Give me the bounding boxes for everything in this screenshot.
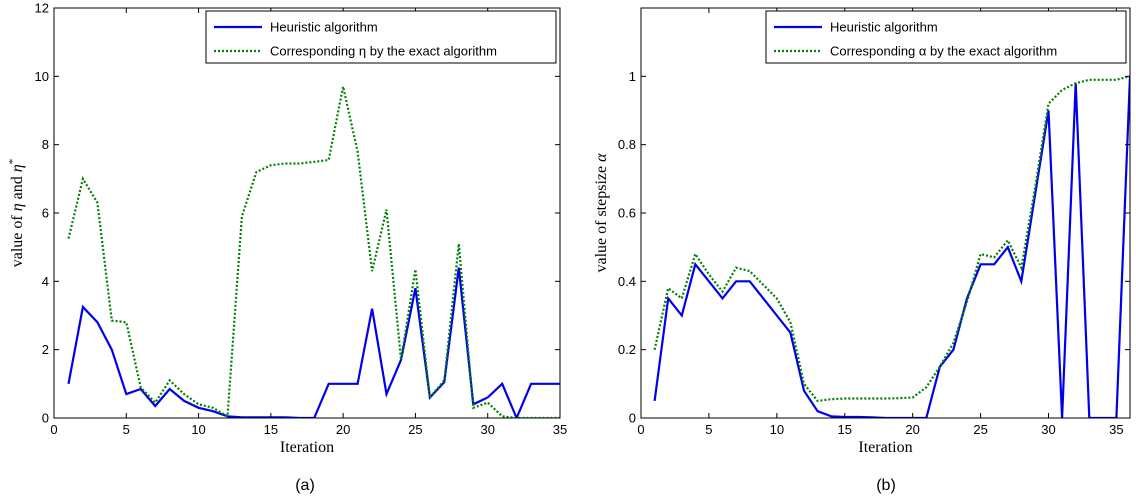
y-axis-label-sym1: η (9, 203, 26, 211)
plot-frame (53, 7, 561, 419)
legend: Heuristic algorithm Corresponding α by th… (765, 10, 1127, 64)
y-tick-label: 6 (42, 206, 49, 221)
x-tick-label: 10 (770, 422, 784, 437)
x-tick-label: 15 (264, 422, 278, 437)
y-axis-label-prefix: value of (9, 211, 26, 267)
y-tick-label: 0 (42, 411, 49, 426)
y-tick-label: 0.8 (618, 137, 636, 152)
x-tick-label: 25 (408, 422, 422, 437)
y-tick-label: 0.6 (618, 206, 636, 221)
x-tick-label: 30 (1041, 422, 1055, 437)
y-tick-label: 2 (42, 342, 49, 357)
x-tick-label: 30 (480, 422, 494, 437)
chart-b: 0 5 10 15 20 25 30 35 0 0.2 0.4 0.6 0.8 1 Iteration val… (593, 7, 1131, 494)
y-axis-label: value of stepsize α (593, 153, 610, 273)
y-tick-label: 12 (35, 1, 49, 16)
x-tick-label: 35 (553, 422, 567, 437)
y-axis-label-sym2: η (9, 164, 26, 172)
y-tick-label: 0.2 (618, 342, 636, 357)
series-line-heuristic (653, 76, 1130, 418)
y-tick-label: 0 (629, 411, 636, 426)
legend-entry: Corresponding α by the exact algorithm (830, 44, 1057, 59)
x-tick-label: 20 (905, 422, 919, 437)
panel-label: (b) (876, 477, 896, 494)
x-tick-label: 0 (637, 422, 644, 437)
y-axis-label-sym1: α (593, 153, 610, 162)
x-tick-label: 20 (336, 422, 350, 437)
y-axis-label-mid: and (9, 172, 26, 203)
y-tick-label: 10 (35, 69, 49, 84)
series-line-heuristic (67, 267, 560, 418)
legend: Heuristic algorithm Corresponding η by th… (205, 10, 557, 64)
y-axis-label: value of η and η* (7, 159, 26, 267)
legend-box (765, 10, 1127, 64)
chart-a: 0 5 10 15 20 25 30 35 0 2 4 6 8 10 12 Iteration value of… (7, 1, 567, 495)
y-tick-label: 8 (42, 137, 49, 152)
x-axis-label: Iteration (858, 439, 912, 456)
legend-entry: Heuristic algorithm (270, 20, 378, 35)
x-tick-label: 5 (705, 422, 712, 437)
y-axis-label-sup: * (7, 159, 19, 165)
legend-entry: Corresponding η by the exact algorithm (270, 44, 497, 59)
y-tick-label: 0.4 (618, 274, 636, 289)
x-tick-label: 15 (838, 422, 852, 437)
y-tick-label: 4 (42, 274, 49, 289)
x-tick-label: 25 (973, 422, 987, 437)
legend-box (205, 10, 557, 64)
x-tick-label: 35 (1109, 422, 1123, 437)
x-tick-label: 5 (123, 422, 130, 437)
x-tick-label: 10 (191, 422, 205, 437)
legend-entry: Heuristic algorithm (830, 20, 938, 35)
x-axis-label: Iteration (280, 439, 334, 456)
panel-label: (a) (295, 477, 315, 494)
series-line-exact (67, 86, 560, 418)
plot-frame (640, 7, 1131, 419)
y-tick-label: 1 (629, 69, 636, 84)
y-axis-label-prefix: value of stepsize (593, 162, 610, 273)
x-tick-label: 0 (50, 422, 57, 437)
